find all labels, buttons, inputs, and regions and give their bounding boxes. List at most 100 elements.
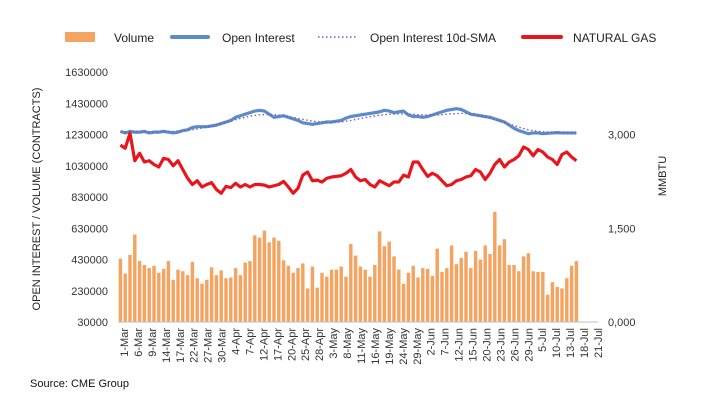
volume-bar — [545, 294, 550, 322]
volume-bar — [128, 254, 132, 322]
y-left-tick-label: 1430000 — [65, 98, 108, 110]
volume-bar — [521, 256, 526, 323]
series-lines — [119, 107, 578, 195]
volume-bar — [344, 276, 348, 322]
x-tick-label: 27-Mar — [203, 328, 215, 363]
volume-bar — [161, 268, 166, 323]
x-tick-label: 21-Jul — [593, 328, 605, 358]
volume-bar — [262, 230, 267, 322]
volume-bar — [296, 268, 300, 322]
volume-bar — [257, 237, 262, 323]
volume-bar — [565, 278, 569, 322]
y-left-tick-label: 1230000 — [65, 130, 108, 142]
volume-bar — [272, 237, 276, 323]
y-right-axis-title: MMBTU — [657, 156, 669, 196]
volume-bar — [488, 254, 492, 322]
volume-bar — [176, 269, 180, 322]
volume-bar — [238, 275, 243, 323]
volume-bar — [526, 253, 531, 322]
volume-bar — [267, 242, 271, 322]
volume-bar — [152, 265, 156, 322]
volume-bar — [531, 271, 535, 322]
x-tick-label: 29-May — [412, 328, 424, 365]
x-tick-label: 28-Apr — [314, 328, 326, 361]
x-tick-label: 24-May — [398, 328, 410, 365]
volume-bar — [353, 255, 358, 322]
volume-bar — [536, 272, 540, 322]
volume-bar — [411, 265, 415, 322]
legend-label-volume: Volume — [114, 31, 154, 45]
volume-bar — [133, 234, 137, 322]
x-tick-label: 12-Apr — [258, 328, 270, 361]
y-left-tick-label: 230000 — [71, 286, 108, 298]
volume-bar — [483, 245, 487, 322]
volume-bar — [469, 268, 473, 322]
volume-bar — [435, 248, 439, 322]
legend-swatch-volume — [65, 32, 95, 42]
volume-bar — [219, 270, 223, 322]
y-left-tick-label: 430000 — [71, 255, 108, 267]
volume-bar — [190, 261, 195, 322]
legend-label-open-interest-sma: Open Interest 10d-SMA — [370, 31, 496, 45]
y-left-tick-labels: 30000 230000 430000 630000 830000 1030000 1230… — [65, 67, 108, 329]
y-right-tick-label: 0,000 — [608, 317, 636, 329]
volume-bar — [286, 265, 291, 322]
volume-bar — [416, 277, 420, 322]
volume-bar — [382, 246, 387, 322]
volume-bar — [445, 268, 449, 322]
volume-bar — [363, 269, 367, 322]
y-left-tick-label: 1030000 — [65, 161, 108, 173]
x-tick-label: 10-Jul — [551, 328, 563, 358]
volume-bar — [315, 287, 319, 323]
volume-bar — [555, 286, 559, 322]
volume-bar — [430, 275, 435, 322]
x-tick-label: 13-Jul — [565, 328, 577, 358]
y-left-tick-label: 30000 — [77, 317, 108, 329]
volume-bar — [358, 266, 363, 322]
volume-bar — [277, 240, 281, 322]
volume-bar — [401, 283, 406, 322]
volume-bar — [339, 266, 343, 322]
volume-bar — [214, 275, 219, 323]
x-tick-label: 23-Jun — [495, 328, 507, 362]
x-tick-label: 9-Mar — [147, 328, 159, 357]
volume-bar — [334, 269, 339, 322]
volume-bar — [473, 250, 478, 322]
volume-bar — [166, 261, 171, 322]
x-tick-label: 3-May — [328, 328, 340, 359]
volume-bar — [329, 269, 334, 322]
open-interest-sma-line — [120, 112, 577, 134]
volume-bar — [560, 288, 564, 322]
volume-bar — [425, 268, 430, 323]
x-tick-label: 16-May — [370, 328, 382, 365]
y-left-tick-label: 830000 — [71, 192, 108, 204]
volume-bar — [392, 256, 396, 323]
y-left-tick-label: 1630000 — [65, 67, 108, 79]
volume-bar — [454, 264, 459, 322]
x-tick-label: 25-Apr — [300, 328, 312, 361]
source-note: Source: CME Group — [30, 378, 129, 390]
volume-bar — [512, 264, 516, 322]
volume-bar — [574, 261, 579, 322]
x-tick-label: 17-Mar — [175, 328, 187, 363]
x-tick-label: 7-Apr — [244, 328, 256, 355]
x-tick-label: 20-Jun — [481, 328, 493, 362]
volume-bar — [147, 268, 151, 322]
x-tick-label: 29-Jun — [523, 328, 535, 362]
x-tick-label: 19-May — [384, 328, 396, 365]
volume-bar — [387, 241, 391, 322]
volume-bar — [209, 267, 214, 322]
x-tick-label: 8-May — [342, 328, 354, 359]
volume-bar — [281, 260, 286, 322]
y-left-tick-label: 630000 — [71, 223, 108, 235]
volume-bar — [459, 257, 463, 322]
volume-bar — [497, 245, 502, 322]
volume-bar — [229, 277, 233, 322]
y-right-tick-label: 3,000 — [608, 130, 636, 142]
y-left-axis-title: OPEN INTEREST / VOLUME (CONTRACTS) — [31, 88, 43, 311]
volume-bar — [233, 268, 238, 322]
volume-bar — [440, 272, 444, 322]
x-tick-label: 4-Apr — [231, 328, 243, 355]
volume-bar — [493, 211, 497, 322]
